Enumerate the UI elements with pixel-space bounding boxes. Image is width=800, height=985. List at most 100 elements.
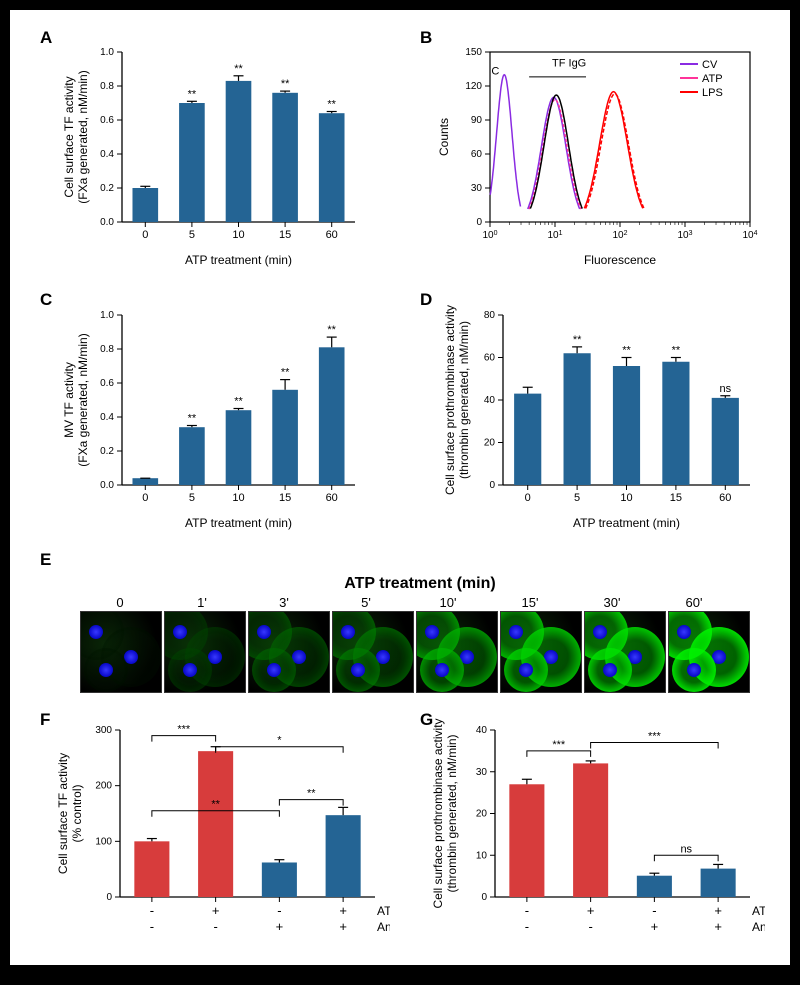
svg-text:-: -	[652, 903, 656, 918]
svg-text:+: +	[651, 919, 659, 934]
svg-text:60: 60	[471, 149, 483, 160]
svg-text:0.2: 0.2	[100, 446, 114, 457]
svg-text:10: 10	[620, 492, 632, 504]
chart-C: 0.00.20.40.60.81.005**10**15**60**ATP tr…	[50, 295, 370, 535]
svg-text:**: **	[622, 345, 631, 357]
svg-text:-: -	[525, 903, 529, 918]
microscopy-image	[248, 611, 330, 693]
svg-text:120: 120	[465, 81, 482, 92]
svg-text:0.6: 0.6	[100, 115, 114, 126]
svg-text:0: 0	[489, 480, 495, 491]
svg-text:**: **	[307, 788, 316, 800]
microscopy-time-label: 15'	[490, 595, 570, 611]
chart-D: 0 20 40 60 80 0 5 ** 10 ** 15 ** 60 ns ATP treatment (…	[425, 295, 765, 535]
microscopy-image-row	[40, 611, 760, 693]
svg-text:ATP treatment (min): ATP treatment (min)	[573, 516, 680, 530]
svg-text:60: 60	[484, 353, 496, 364]
svg-text:60: 60	[326, 492, 338, 504]
svg-text:-: -	[150, 919, 154, 934]
svg-text:+: +	[212, 903, 220, 918]
svg-text:***: ***	[648, 731, 662, 743]
panel-label-F: F	[40, 710, 50, 730]
svg-text:Cell surface TF activity(FXa g: Cell surface TF activity(FXa generated, …	[62, 70, 90, 203]
svg-text:10: 10	[476, 850, 488, 861]
panel-label-E: E	[40, 550, 51, 570]
svg-text:0: 0	[142, 229, 148, 241]
svg-text:10: 10	[232, 492, 244, 504]
svg-text:ATP: ATP	[377, 904, 390, 918]
svg-text:103: 103	[677, 230, 692, 242]
svg-text:**: **	[188, 88, 197, 100]
svg-text:60: 60	[719, 492, 731, 504]
svg-text:Fluorescence: Fluorescence	[584, 253, 656, 267]
svg-text:ATP: ATP	[752, 904, 765, 918]
svg-text:Annexin V: Annexin V	[377, 920, 390, 934]
svg-text:102: 102	[612, 230, 627, 242]
microscopy-time-label: 60'	[654, 595, 734, 611]
svg-text:+: +	[339, 919, 347, 934]
microscopy-time-label: 3'	[244, 595, 324, 611]
svg-text:Counts: Counts	[437, 118, 451, 156]
svg-text:CV: CV	[702, 59, 718, 71]
svg-text:30: 30	[471, 183, 483, 194]
svg-text:ns: ns	[680, 843, 692, 855]
svg-text:**: **	[281, 367, 290, 379]
svg-text:**: **	[327, 99, 336, 111]
svg-text:Annexin V: Annexin V	[752, 920, 765, 934]
svg-text:40: 40	[476, 725, 488, 736]
svg-text:**: **	[672, 345, 681, 357]
svg-text:ns: ns	[719, 383, 731, 395]
chart-A: 0.00.20.40.60.81.005**10**15**60**ATP tr…	[50, 32, 370, 272]
svg-text:+: +	[714, 903, 722, 918]
svg-text:Cell surface prothrombinase ac: Cell surface prothrombinase activity(thr…	[443, 305, 471, 495]
microscopy-time-label: 10'	[408, 595, 488, 611]
svg-text:0.0: 0.0	[100, 217, 114, 228]
svg-text:0.4: 0.4	[100, 149, 114, 160]
svg-text:-: -	[150, 903, 154, 918]
svg-text:20: 20	[484, 438, 496, 449]
svg-text:15: 15	[279, 229, 291, 241]
chart-F: 0100200300********-+-+ATP--++Annexin VCe…	[50, 712, 390, 957]
microscopy-time-label: 0	[80, 595, 160, 611]
svg-text:100: 100	[482, 230, 497, 242]
svg-text:5: 5	[189, 492, 195, 504]
svg-text:150: 150	[465, 47, 482, 58]
microscopy-image	[668, 611, 750, 693]
svg-text:0: 0	[142, 492, 148, 504]
microscopy-image	[332, 611, 414, 693]
svg-text:**: **	[188, 413, 197, 425]
svg-text:60: 60	[326, 229, 338, 241]
svg-text:MV TF activity(FXa generated,: MV TF activity(FXa generated, nM/min)	[62, 333, 90, 466]
svg-text:90: 90	[471, 115, 483, 126]
svg-text:1.0: 1.0	[100, 47, 114, 58]
svg-text:80: 80	[484, 310, 496, 321]
svg-text:0.8: 0.8	[100, 344, 114, 355]
svg-text:0: 0	[525, 492, 531, 504]
svg-text:***: ***	[177, 724, 191, 736]
svg-text:20: 20	[476, 809, 488, 820]
panel-E-title: ATP treatment (min)	[40, 575, 760, 593]
svg-text:**: **	[573, 334, 582, 346]
svg-text:40: 40	[484, 395, 496, 406]
svg-text:-: -	[213, 919, 217, 934]
microscopy-time-label: 30'	[572, 595, 652, 611]
svg-text:-: -	[525, 919, 529, 934]
svg-text:5: 5	[574, 492, 580, 504]
svg-text:104: 104	[742, 230, 757, 242]
svg-text:+: +	[587, 903, 595, 918]
svg-text:Cell surface TF activity(% con: Cell surface TF activity(% control)	[56, 753, 84, 874]
svg-text:0: 0	[106, 892, 112, 903]
microscopy-image	[584, 611, 666, 693]
svg-text:+: +	[714, 919, 722, 934]
microscopy-time-label: 5'	[326, 595, 406, 611]
chart-G: 010203040******ns-+-+ATP--++Annexin VCel…	[425, 712, 765, 957]
svg-text:**: **	[234, 396, 243, 408]
microscopy-time-labels: 01'3'5'10'15'30'60'	[40, 595, 760, 611]
svg-text:ATP treatment (min): ATP treatment (min)	[185, 516, 292, 530]
microscopy-image	[80, 611, 162, 693]
svg-text:0.8: 0.8	[100, 81, 114, 92]
svg-text:15: 15	[670, 492, 682, 504]
svg-text:**: **	[211, 799, 220, 811]
figure-page: A B C D E F G 0.00.20.40.60.81.005**10**…	[10, 10, 790, 965]
svg-text:**: **	[327, 324, 336, 336]
